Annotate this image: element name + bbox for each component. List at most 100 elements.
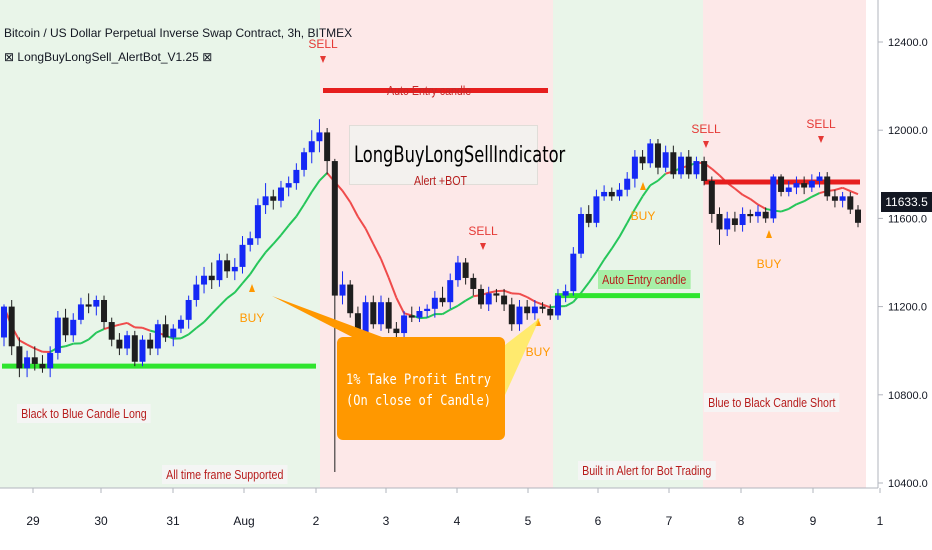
ma-segment bbox=[26, 343, 36, 350]
ma-segment bbox=[580, 282, 590, 294]
ma-segment bbox=[241, 273, 251, 284]
zone-3 bbox=[703, 0, 866, 488]
signal-markers: BUY SELL SELL BUY BUY SELL BUY SELL bbox=[240, 37, 836, 359]
candle-body bbox=[493, 293, 500, 296]
x-tick-label: 9 bbox=[810, 514, 817, 528]
candle-body bbox=[524, 306, 531, 314]
candle-body bbox=[785, 187, 792, 192]
buy-signal-label: BUY bbox=[526, 345, 551, 359]
candle-body bbox=[424, 308, 431, 312]
candle-body bbox=[401, 315, 408, 334]
candle-body bbox=[778, 176, 785, 192]
ma-segment bbox=[742, 193, 751, 200]
candle-body bbox=[431, 297, 438, 309]
ma-segment bbox=[634, 195, 644, 210]
indicator-banner-text: LongBuyLongSellIndicator bbox=[354, 143, 566, 168]
candle-body bbox=[731, 218, 738, 226]
candle-body bbox=[170, 328, 177, 338]
ma-segment bbox=[565, 301, 574, 308]
sell-arrow bbox=[480, 243, 486, 250]
chart-title: Bitcoin / US Dollar Perpetual Inverse Sw… bbox=[4, 26, 353, 40]
ma-segment bbox=[641, 184, 652, 197]
ma-segment bbox=[119, 321, 128, 326]
candle-body bbox=[708, 180, 715, 214]
candle-body bbox=[262, 196, 269, 206]
take-profit-line2: (On close of Candle) bbox=[346, 393, 491, 409]
candle-body bbox=[77, 304, 84, 320]
sell-arrow bbox=[320, 56, 326, 63]
x-tick-label: 29 bbox=[26, 514, 40, 528]
candle-body bbox=[816, 176, 823, 181]
candle-body bbox=[616, 189, 623, 197]
candle-body bbox=[354, 313, 361, 334]
ma-segment bbox=[203, 313, 213, 323]
ma-segment bbox=[449, 304, 459, 311]
ma-segment bbox=[387, 277, 398, 299]
candle-body bbox=[277, 187, 284, 201]
ma-segment bbox=[618, 222, 629, 238]
ma-segment bbox=[349, 201, 359, 218]
ma-segment bbox=[442, 308, 451, 315]
ma-segment bbox=[310, 180, 321, 193]
candle-body bbox=[24, 357, 31, 369]
x-tick-label: 1 bbox=[877, 514, 884, 528]
candle-body bbox=[124, 335, 131, 349]
candle-body bbox=[754, 211, 761, 217]
candle-body bbox=[454, 262, 461, 281]
buy-arrow bbox=[766, 230, 772, 238]
candle-body bbox=[139, 339, 146, 362]
candle-body bbox=[377, 302, 384, 325]
candle-body bbox=[508, 304, 515, 325]
candle-body bbox=[370, 302, 377, 325]
candle-body bbox=[562, 291, 569, 296]
ma-segment bbox=[842, 186, 851, 192]
candle-body bbox=[793, 183, 800, 188]
ma-segment bbox=[295, 203, 305, 217]
candle-body bbox=[831, 196, 838, 201]
candle-body bbox=[478, 288, 485, 305]
ma-segment bbox=[395, 297, 405, 314]
candle-body bbox=[501, 295, 508, 305]
candle-body bbox=[385, 302, 392, 329]
candle-body bbox=[93, 299, 100, 307]
alert-bot-label: Alert +BOT bbox=[414, 173, 468, 188]
candle-body bbox=[408, 315, 415, 318]
candle-body bbox=[554, 295, 561, 316]
candle-body bbox=[131, 335, 138, 362]
candle-body bbox=[601, 191, 608, 197]
candle-body bbox=[216, 260, 223, 281]
sell-signal-label: SELL bbox=[691, 122, 721, 136]
x-tick-label: 5 bbox=[525, 514, 532, 528]
blue-to-black-label: Blue to Black Candle Short bbox=[704, 393, 840, 412]
candle-body bbox=[16, 346, 23, 369]
candle-body bbox=[154, 324, 161, 349]
candle-body bbox=[678, 156, 685, 175]
candle-body bbox=[608, 191, 615, 197]
x-tick-label: 30 bbox=[94, 514, 108, 528]
candle-body bbox=[208, 275, 215, 281]
x-tick-label: 3 bbox=[383, 514, 390, 528]
x-tick-label: 31 bbox=[166, 514, 180, 528]
ma-segment bbox=[488, 290, 497, 294]
ma-segment bbox=[803, 195, 813, 203]
candle-body bbox=[855, 209, 861, 223]
zone-2 bbox=[553, 0, 703, 488]
ma-segment bbox=[711, 168, 721, 177]
y-tick-label: 12400.0 bbox=[888, 37, 928, 49]
take-profit-callout bbox=[337, 337, 505, 440]
ma-segment bbox=[587, 271, 598, 284]
candle-body bbox=[670, 152, 677, 175]
candle-body bbox=[531, 306, 538, 314]
x-tick-label: 7 bbox=[666, 514, 673, 528]
candle-body bbox=[1, 306, 7, 338]
candle-body bbox=[578, 213, 585, 254]
ma-segment bbox=[426, 313, 436, 319]
candle-body bbox=[70, 319, 77, 336]
ma-segment bbox=[287, 215, 298, 227]
candle-body bbox=[62, 317, 69, 336]
candle-body bbox=[693, 161, 700, 175]
ma-segment bbox=[757, 203, 767, 210]
sell-signal-label: SELL bbox=[308, 37, 338, 51]
buy-signal-label: BUY bbox=[240, 311, 265, 325]
